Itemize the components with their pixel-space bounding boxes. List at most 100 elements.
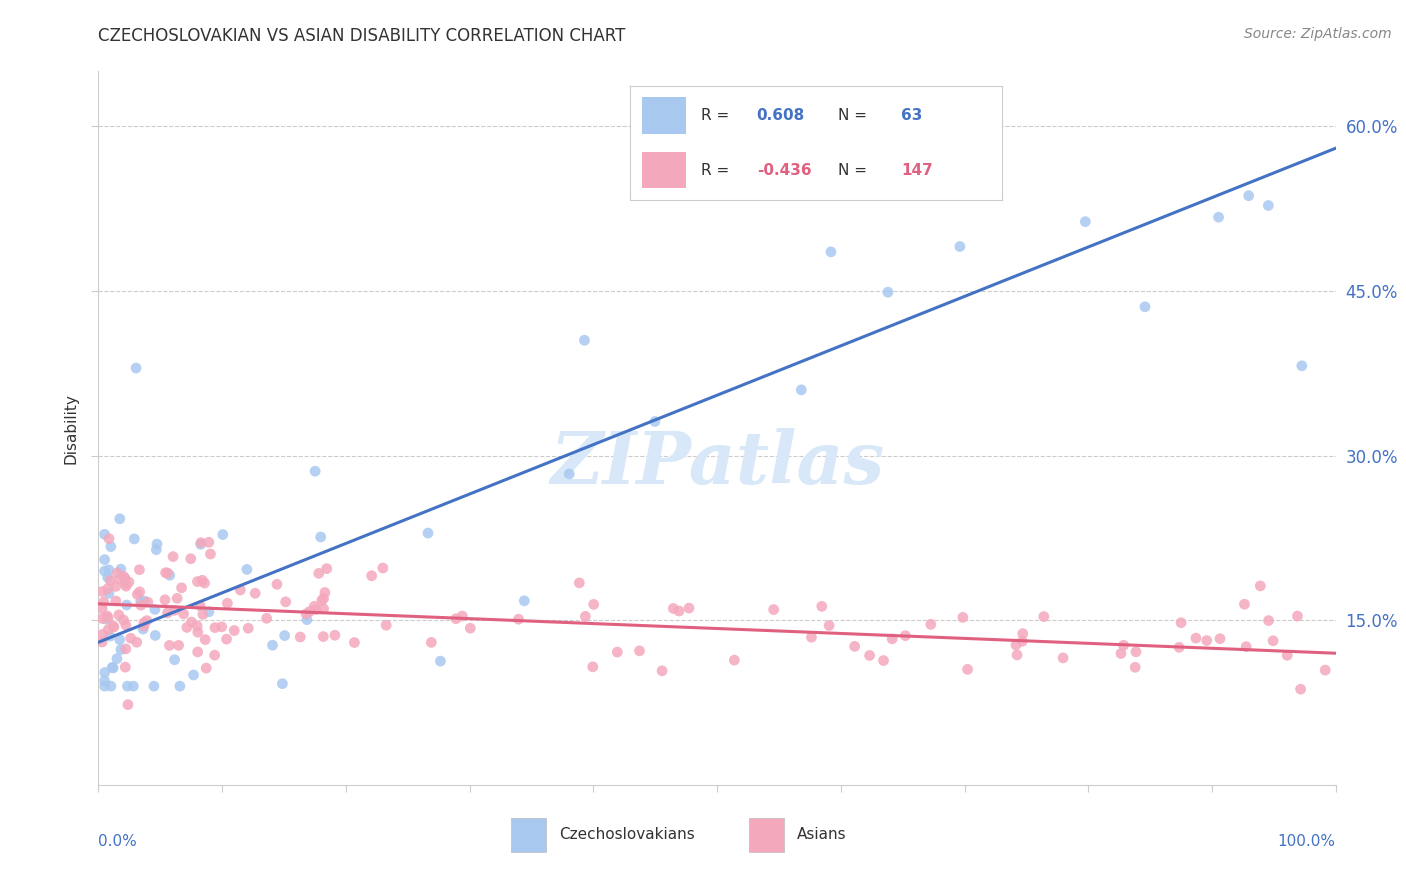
Point [93, 564, 115, 578]
Point [308, 566, 330, 581]
Point [115, 598, 138, 612]
Point [128, 563, 150, 577]
Point [458, 621, 481, 635]
Point [180, 551, 202, 566]
Point [343, 635, 366, 649]
Point [844, 640, 866, 654]
Point [93, 595, 115, 609]
Point [132, 615, 155, 630]
Point [105, 566, 128, 580]
Point [96, 612, 118, 626]
Point [194, 632, 217, 647]
Point [877, 285, 900, 300]
Point [114, 572, 136, 586]
Point [271, 676, 294, 690]
Point [114, 660, 136, 674]
Point [304, 464, 326, 478]
Point [124, 532, 146, 546]
Point [114, 641, 136, 656]
Point [1005, 638, 1028, 652]
Point [315, 561, 337, 575]
Point [186, 619, 208, 633]
Point [217, 596, 239, 610]
Point [1237, 188, 1260, 202]
Point [115, 579, 138, 593]
Point [820, 244, 842, 259]
Point [644, 414, 666, 428]
Point [956, 662, 979, 676]
Point [110, 562, 132, 576]
Point [128, 584, 150, 599]
Point [96, 609, 118, 624]
Point [238, 621, 260, 635]
Point [129, 598, 152, 612]
Point [163, 603, 186, 617]
Point [1257, 614, 1279, 628]
Point [187, 625, 209, 640]
Point [127, 587, 149, 601]
Point [132, 619, 155, 633]
Point [662, 601, 685, 615]
Point [104, 594, 127, 608]
Point [103, 661, 125, 675]
Point [190, 537, 212, 551]
Point [1170, 615, 1192, 630]
Point [167, 639, 190, 653]
Point [166, 591, 188, 606]
Point [159, 639, 181, 653]
Point [1168, 640, 1191, 655]
Point [508, 612, 530, 626]
Point [190, 535, 212, 549]
Point [188, 599, 211, 613]
Point [1005, 648, 1028, 662]
Point [262, 638, 284, 652]
Point [112, 613, 135, 627]
Point [1209, 632, 1232, 646]
Text: 0.0%: 0.0% [98, 834, 138, 849]
Y-axis label: Disability: Disability [63, 392, 79, 464]
Point [1109, 647, 1132, 661]
Point [146, 537, 169, 551]
Point [818, 618, 841, 632]
Point [198, 535, 221, 549]
Point [312, 601, 335, 615]
Point [163, 653, 186, 667]
Point [312, 630, 335, 644]
Point [105, 651, 128, 665]
Point [582, 660, 605, 674]
Point [125, 635, 148, 649]
Point [420, 635, 443, 649]
Point [98, 532, 121, 546]
Point [1011, 626, 1033, 640]
Point [118, 575, 141, 590]
Point [678, 601, 700, 615]
Point [97, 611, 120, 625]
Point [723, 653, 745, 667]
Point [91, 601, 114, 615]
Point [882, 632, 904, 646]
Point [108, 572, 131, 586]
Point [204, 648, 226, 662]
Point [305, 602, 328, 616]
Point [266, 577, 288, 591]
Point [115, 618, 138, 632]
Point [132, 622, 155, 636]
Text: ZIPatlas: ZIPatlas [550, 428, 884, 500]
Point [159, 568, 181, 582]
Point [1233, 597, 1256, 611]
Point [93, 552, 115, 566]
Point [103, 620, 125, 634]
Point [1234, 640, 1257, 654]
Point [104, 579, 127, 593]
Point [183, 668, 205, 682]
Point [574, 333, 596, 347]
Point [193, 576, 215, 591]
Point [112, 569, 135, 583]
Point [97, 563, 120, 577]
Point [125, 361, 148, 376]
Point [894, 629, 917, 643]
Point [949, 239, 972, 253]
Point [1277, 648, 1299, 663]
Text: 100.0%: 100.0% [1278, 834, 1336, 849]
Point [162, 549, 184, 564]
